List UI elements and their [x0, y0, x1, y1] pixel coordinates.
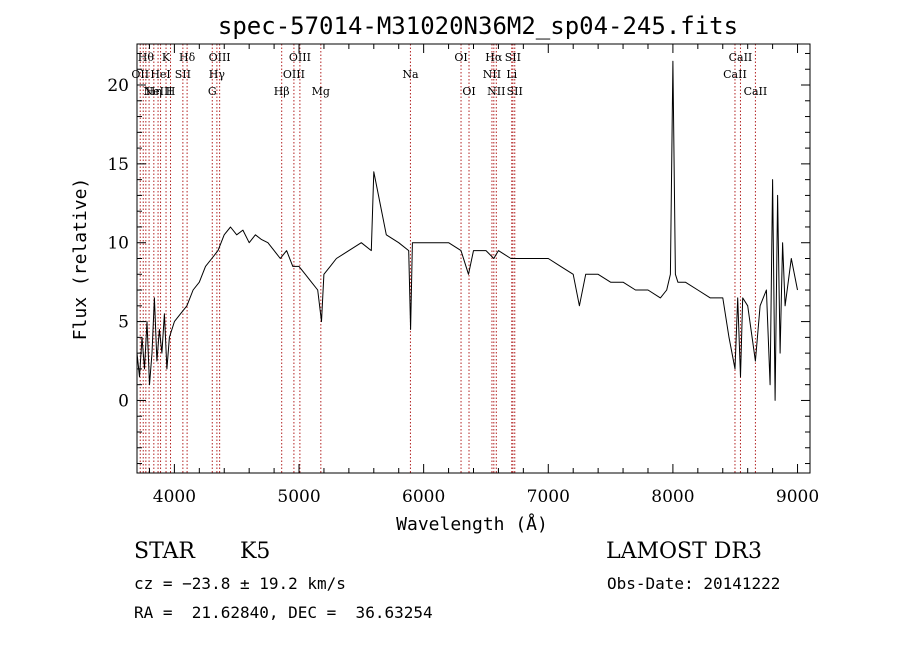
marker-label: SII	[507, 85, 523, 98]
x-axis-label: Wavelength (Å)	[396, 513, 548, 535]
marker-label: Hγ	[209, 68, 226, 81]
x-axis: 4000 5000 6000 7000 8000 9000	[148, 44, 819, 507]
marker-label: NII	[483, 68, 501, 81]
spectrum-line	[136, 60, 798, 401]
line-markers	[139, 44, 756, 473]
y-axis: 0 5 10 15 20	[107, 52, 810, 465]
object-class: STAR	[134, 539, 195, 564]
marker-label: Hθ	[138, 51, 155, 64]
marker-label: Hη	[146, 85, 162, 98]
coordinates: RA = 21.62840, DEC = 36.63254	[134, 603, 433, 622]
marker-label: OIII	[209, 51, 231, 64]
redshift-cz: cz = −23.8 ± 19.2 km/s	[134, 574, 346, 593]
y-tick-label: 0	[118, 391, 129, 411]
marker-label: CaII	[723, 68, 747, 81]
marker-label: K	[162, 51, 171, 64]
marker-label: Hβ	[274, 85, 290, 98]
marker-label: CaII	[744, 85, 768, 98]
y-tick-label: 15	[107, 155, 129, 175]
subclass: K5	[240, 539, 271, 564]
marker-label: OI	[462, 85, 475, 98]
chart-title: spec-57014-M31020N36M2_sp04-245.fits	[218, 12, 738, 40]
y-tick-label: 5	[118, 313, 129, 333]
marker-label: Hα	[485, 51, 503, 64]
y-tick-label: 20	[107, 76, 129, 96]
marker-label: OI	[454, 51, 467, 64]
y-tick-label: 10	[107, 234, 129, 254]
marker-label: NeIII	[143, 85, 172, 98]
marker-label: G	[208, 85, 217, 98]
marker-label: Li	[506, 68, 517, 81]
marker-label: HeI	[150, 68, 170, 81]
marker-label: OIII	[283, 68, 305, 81]
x-tick-label: 9000	[776, 487, 819, 507]
marker-label: SII	[505, 51, 521, 64]
x-tick-label: 8000	[651, 487, 694, 507]
marker-label: Hδ	[179, 51, 196, 64]
marker-label: H	[166, 85, 176, 98]
x-tick-label: 5000	[277, 487, 320, 507]
survey-name: LAMOST DR3	[606, 539, 762, 564]
plot-frame	[136, 43, 811, 474]
obs-date: Obs-Date: 20141222	[607, 574, 781, 593]
x-tick-label: 7000	[527, 487, 570, 507]
marker-label: SII	[175, 68, 191, 81]
x-tick-label: 6000	[402, 487, 445, 507]
marker-label: NII	[487, 85, 505, 98]
marker-label: Na	[402, 68, 419, 81]
marker-label: Mg	[312, 85, 330, 98]
marker-label: OIII	[289, 51, 311, 64]
marker-label: CaII	[729, 51, 753, 64]
x-tick-label: 4000	[153, 487, 196, 507]
y-axis-label: Flux (relative)	[70, 178, 91, 341]
marker-label: OII	[131, 68, 149, 81]
